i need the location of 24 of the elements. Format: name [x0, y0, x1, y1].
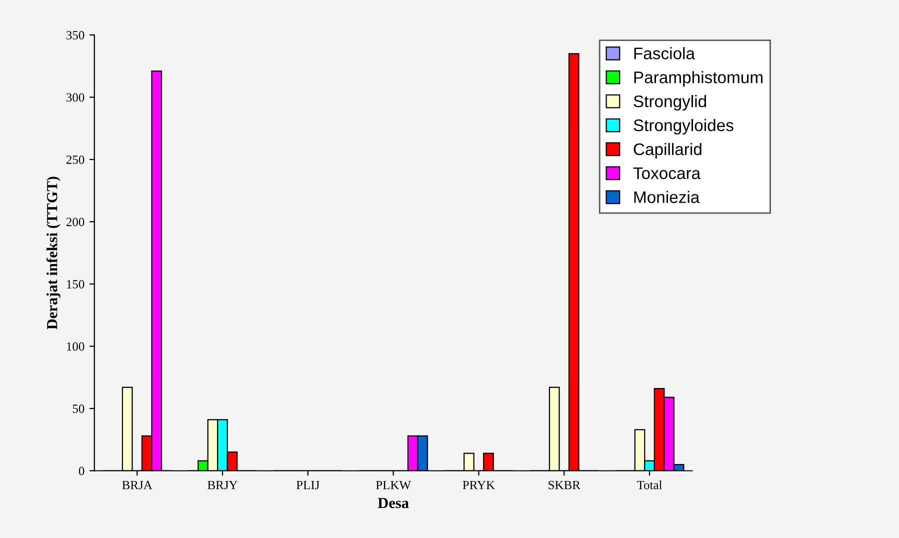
legend-label: Toxocara [633, 168, 701, 180]
x-tick-label: PRYK [462, 480, 495, 490]
legend-label: Strongylid [634, 95, 706, 111]
x-tick-label: SKBR [548, 480, 580, 490]
legend-label: Paramphistomum [634, 71, 762, 87]
y-tick-label: 250 [66, 156, 84, 164]
x-tick-label: BRJY [208, 480, 238, 490]
x-tick-label: BRJA [122, 480, 152, 490]
legend-label: Strongyloides [634, 118, 734, 135]
y-tick-label: 200 [66, 218, 84, 226]
y-tick-label: 0 [78, 466, 84, 476]
legend-label: Capillarid [634, 142, 702, 158]
y-tick-label: 100 [67, 342, 84, 351]
x-axis-title: Desa [378, 498, 409, 508]
x-tick-label: PLKW [376, 480, 411, 490]
legend-label: Fasciola [634, 47, 696, 60]
y-axis-title: Derajat infeksi (TTGT) [46, 176, 60, 330]
y-tick-label: 350 [66, 30, 84, 40]
y-tick-label: 150 [67, 280, 84, 288]
y-tick-label: 300 [66, 93, 84, 102]
x-tick-label: Total [637, 480, 662, 490]
y-tick-label: 50 [72, 404, 84, 413]
x-tick-label: PLIJ [296, 480, 320, 490]
legend-label: Moniezia [634, 190, 700, 204]
